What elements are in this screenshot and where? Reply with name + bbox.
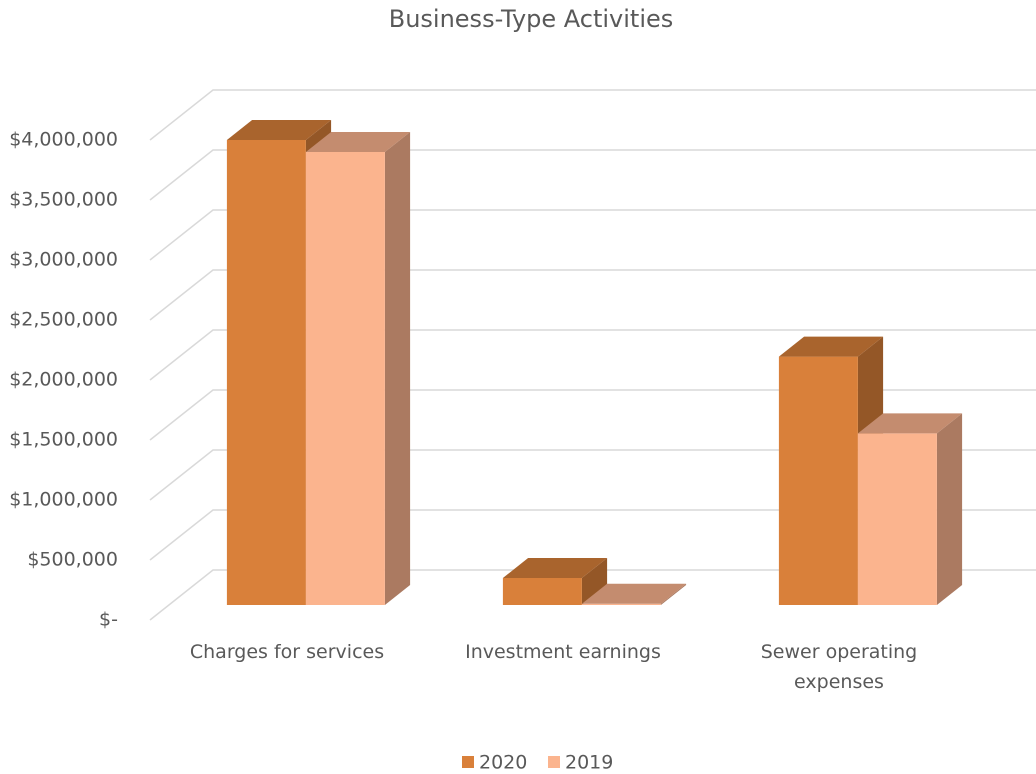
grid-line	[149, 449, 1036, 501]
bar-top	[502, 558, 608, 578]
bar-side	[936, 413, 963, 605]
y-tick-label: $500,000	[27, 549, 118, 571]
y-tick-label: $-	[99, 609, 118, 631]
bar-top	[581, 583, 687, 604]
bar-front	[226, 140, 306, 605]
x-tick-label: Investment earnings	[465, 641, 661, 663]
y-tick-label: $3,000,000	[9, 249, 118, 271]
bar-front	[581, 603, 661, 605]
grid-line	[149, 209, 1036, 261]
grid-line	[149, 329, 1036, 381]
bar-top	[778, 336, 884, 357]
bar	[502, 558, 608, 605]
bar-top	[305, 132, 411, 152]
x-tick-label: Sewer operating expenses	[760, 641, 918, 693]
y-tick-label: $2,500,000	[9, 309, 118, 331]
bar	[857, 413, 963, 605]
legend-swatch	[548, 756, 560, 768]
bar	[581, 583, 687, 605]
bar-top	[857, 413, 963, 434]
bar-side	[384, 132, 411, 605]
bar	[305, 132, 411, 605]
legend-label: 2019	[565, 752, 613, 774]
y-tick-label: $2,000,000	[9, 369, 118, 391]
grid-line	[149, 89, 1036, 141]
grid-line	[149, 149, 1036, 201]
y-tick-label: $4,000,000	[9, 129, 118, 151]
grid-line	[149, 509, 1036, 561]
bar-front	[857, 433, 937, 605]
x-tick-label: Charges for services	[189, 641, 385, 663]
grid-line	[149, 569, 1036, 621]
y-tick-label: $1,500,000	[9, 429, 118, 451]
legend-label: 2020	[479, 752, 527, 774]
legend-swatch	[462, 756, 474, 768]
y-tick-label: $1,000,000	[9, 489, 118, 511]
bar-front	[778, 356, 858, 605]
bar-side	[660, 583, 687, 605]
bar-front	[305, 152, 385, 605]
grid-line	[149, 389, 1036, 441]
y-tick-label: $3,500,000	[9, 189, 118, 211]
bar-side	[581, 558, 608, 605]
bar-front	[502, 578, 582, 605]
chart-title: Business-Type Activities	[389, 5, 674, 33]
bar-top	[226, 120, 332, 140]
grid-line	[149, 269, 1036, 321]
